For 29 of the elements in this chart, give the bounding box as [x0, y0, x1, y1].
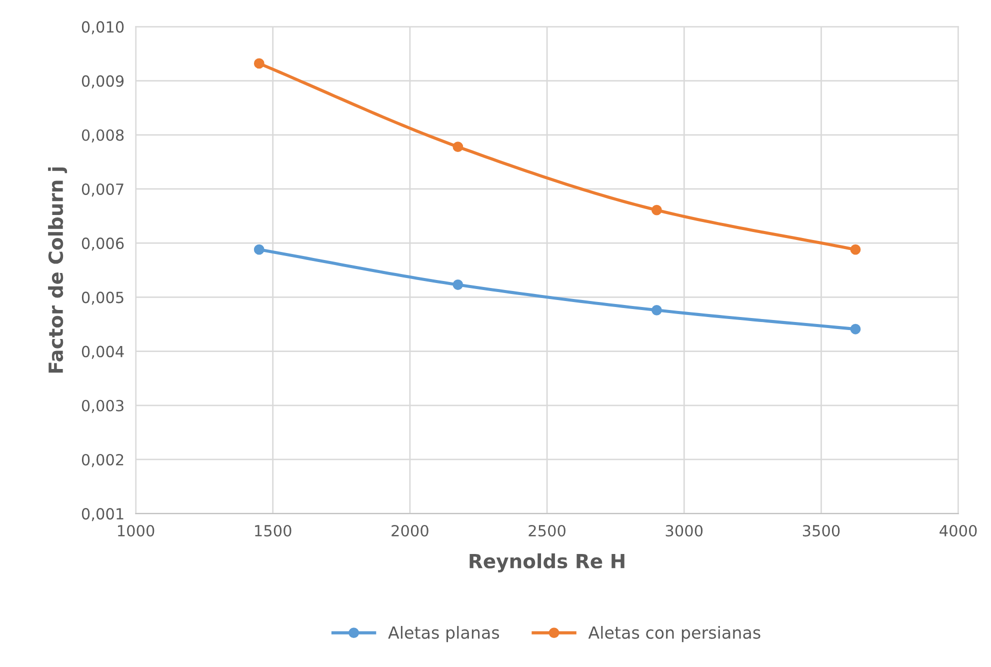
y-tick-label: 0,003 — [82, 400, 124, 413]
y-tick-label: 0,006 — [82, 238, 124, 251]
y-tick-label: 0,004 — [82, 346, 124, 359]
x-axis-title: Reynolds Re H — [470, 553, 624, 572]
x-tick-label: 1000 — [118, 524, 154, 537]
x-tick-label: 4000 — [940, 524, 977, 537]
point — [254, 244, 264, 255]
point — [254, 58, 264, 69]
x-tick-label: 1500 — [255, 524, 292, 537]
x-tick-label: 2000 — [392, 524, 428, 537]
point — [651, 204, 662, 216]
point — [452, 142, 464, 152]
x-tick-label: 3000 — [666, 524, 703, 537]
y-tick-label: 0,005 — [82, 292, 124, 305]
y-tick-label: 0,009 — [82, 75, 124, 88]
legend-label: Aletas planas — [388, 626, 500, 642]
point — [850, 324, 861, 334]
y-tick-label: 0,002 — [82, 454, 124, 468]
point — [850, 244, 861, 255]
y-tick-label: 0,010 — [82, 21, 124, 34]
y-tick-label: 0,008 — [82, 129, 124, 142]
x-tick-label: 3500 — [802, 524, 840, 537]
y-axis-title: Factor de Colburn j — [48, 167, 68, 373]
point — [452, 280, 464, 290]
point — [651, 304, 662, 316]
y-tick-label: 0,001 — [82, 508, 124, 522]
x-tick-label: 2500 — [528, 524, 566, 537]
y-tick-label: 0,007 — [82, 183, 124, 197]
legend-label: Aletas con persianas — [588, 626, 760, 642]
